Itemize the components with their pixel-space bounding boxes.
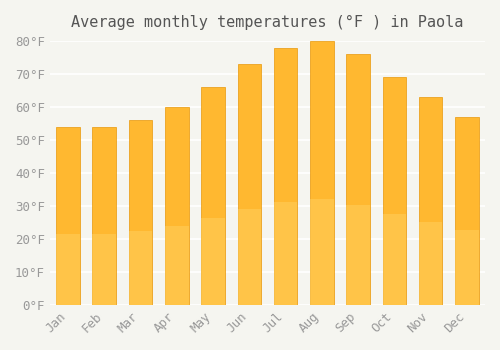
Bar: [274, 48, 297, 305]
Bar: [238, 209, 261, 305]
Bar: [455, 230, 478, 305]
Bar: [382, 214, 406, 305]
Bar: [56, 127, 80, 305]
Bar: [346, 205, 370, 305]
Bar: [310, 199, 334, 305]
Bar: [165, 226, 188, 305]
Bar: [92, 127, 116, 305]
Bar: [202, 218, 225, 305]
Bar: [128, 120, 152, 305]
Bar: [419, 222, 442, 305]
Title: Average monthly temperatures (°F ) in Paola: Average monthly temperatures (°F ) in Pa…: [71, 15, 464, 30]
Bar: [128, 231, 152, 305]
Bar: [56, 234, 80, 305]
Bar: [419, 97, 442, 305]
Bar: [238, 64, 261, 305]
Bar: [274, 202, 297, 305]
Bar: [202, 87, 225, 305]
Bar: [165, 107, 188, 305]
Bar: [382, 77, 406, 305]
Bar: [92, 234, 116, 305]
Bar: [310, 41, 334, 305]
Bar: [346, 54, 370, 305]
Bar: [455, 117, 478, 305]
